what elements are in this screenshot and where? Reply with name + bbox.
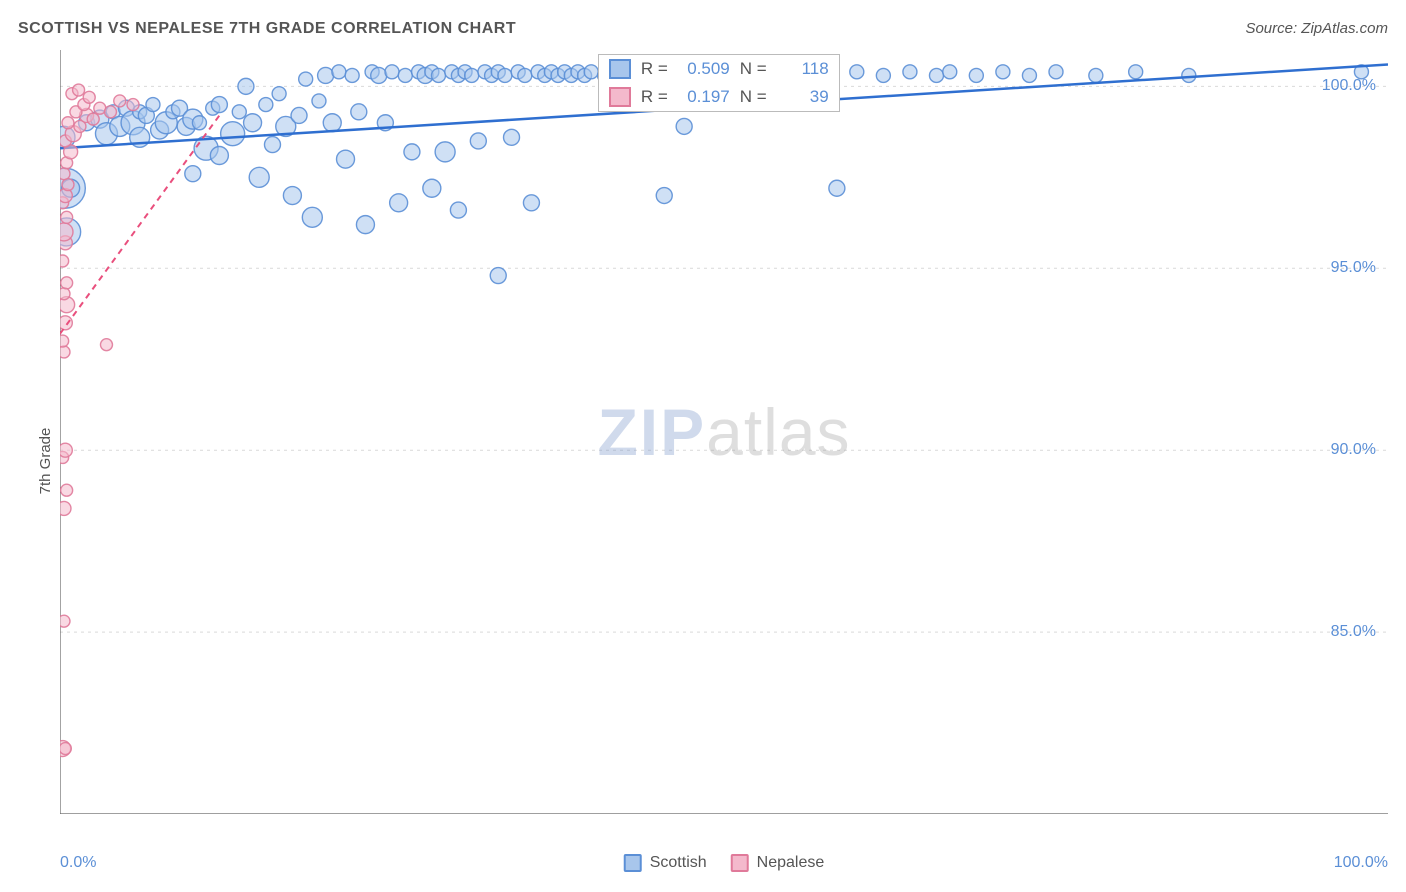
stats-r-value: 0.509 bbox=[678, 59, 730, 79]
scatter-plot-svg bbox=[60, 50, 1388, 814]
stats-legend-box: R =0.509N =118R =0.197N =39 bbox=[598, 54, 840, 112]
x-tick-label: 0.0% bbox=[60, 854, 96, 872]
legend-swatch bbox=[624, 854, 642, 872]
legend-swatch bbox=[731, 854, 749, 872]
legend-label: Scottish bbox=[650, 854, 707, 872]
y-tick-label: 95.0% bbox=[1331, 259, 1376, 277]
y-tick-label: 90.0% bbox=[1331, 441, 1376, 459]
stats-r-value: 0.197 bbox=[678, 87, 730, 107]
series-legend: Scottish Nepalese bbox=[624, 854, 825, 872]
stats-n-value: 39 bbox=[777, 87, 829, 107]
stats-row: R =0.197N =39 bbox=[599, 83, 839, 111]
source-label: Source: ZipAtlas.com bbox=[1245, 20, 1388, 37]
y-tick-label: 100.0% bbox=[1322, 77, 1376, 95]
chart-plot-area: ZIPatlas R =0.509N =118R =0.197N =39 85.… bbox=[60, 50, 1388, 814]
stats-n-value: 118 bbox=[777, 59, 829, 79]
chart-title: SCOTTISH VS NEPALESE 7TH GRADE CORRELATI… bbox=[18, 20, 516, 37]
stats-row: R =0.509N =118 bbox=[599, 55, 839, 83]
y-tick-label: 85.0% bbox=[1331, 623, 1376, 641]
stats-swatch bbox=[609, 59, 631, 79]
legend-label: Nepalese bbox=[757, 854, 825, 872]
y-axis-label: 7th Grade bbox=[37, 428, 54, 495]
x-tick-label: 100.0% bbox=[1334, 854, 1388, 872]
stats-swatch bbox=[609, 87, 631, 107]
legend-item: Scottish bbox=[624, 854, 707, 872]
legend-item: Nepalese bbox=[731, 854, 825, 872]
